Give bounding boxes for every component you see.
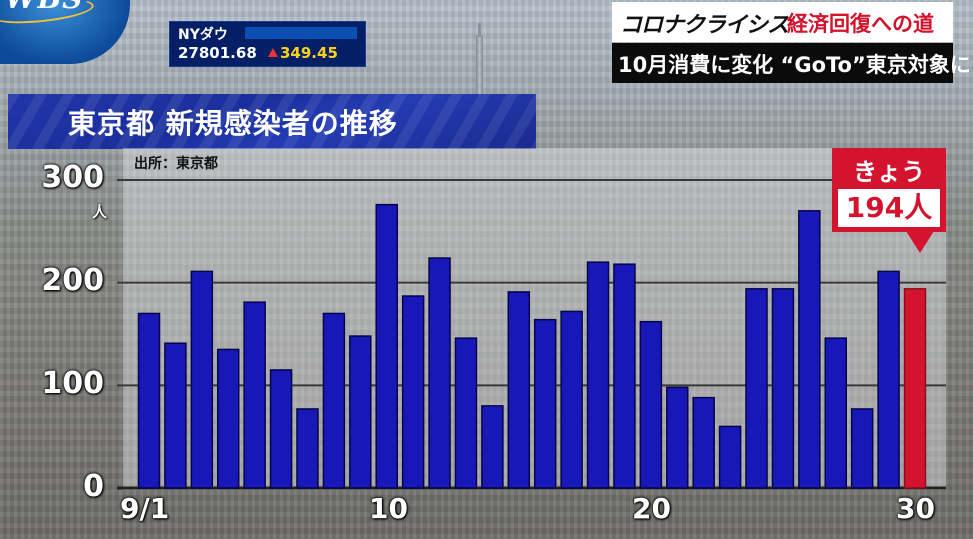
bar-day-22	[692, 396, 715, 489]
source-note: 出所：東京都	[134, 156, 218, 172]
subtitle-header: 10月消費に変化 “GoTo”東京対象に	[612, 43, 971, 83]
today-callout-pointer	[906, 231, 934, 253]
bar-day-29	[877, 270, 900, 489]
logo-text: WBS	[5, 0, 83, 15]
y-tick-label-0: 0	[83, 469, 104, 504]
bar-day-12	[428, 257, 451, 489]
bar-day-28	[850, 408, 874, 489]
chart-title-banner: 東京都 新規感染者の推移	[8, 94, 536, 149]
stock-ticker: NYダウ 27801.68 349.45	[169, 21, 366, 67]
bar-day-7	[296, 408, 319, 489]
bar-day-1	[137, 312, 161, 489]
y-axis-unit: 人	[92, 203, 108, 221]
bar-day-11	[401, 295, 425, 489]
x-tick-label-10: 10	[369, 492, 408, 525]
ticker-value: 27801.68	[178, 44, 257, 62]
series-header: コロナクライシス 経済回復への道	[612, 2, 953, 42]
y-tick-label-300: 300	[41, 160, 104, 195]
ticker-stripe	[245, 27, 357, 39]
bar-day-15	[507, 291, 531, 489]
bar-day-2	[164, 342, 187, 489]
bar-day-27	[824, 337, 848, 489]
today-callout: きょう 194人	[832, 148, 946, 232]
bar-day-5	[243, 301, 266, 489]
y-tick-label-100: 100	[41, 366, 104, 401]
bar-day-14	[481, 405, 504, 489]
chart-title: 東京都 新規感染者の推移	[68, 107, 398, 140]
bar-day-3	[190, 270, 214, 489]
bar-day-8	[322, 312, 346, 489]
subtitle-text: 10月消費に変化 “GoTo”東京対象に	[618, 53, 971, 77]
bar-day-17	[560, 310, 583, 489]
ticker-change: 349.45	[280, 44, 338, 62]
today-value-box: 194人	[838, 189, 940, 227]
bar-day-13	[454, 337, 478, 489]
bar-day-9	[349, 335, 372, 489]
bar-day-24	[745, 288, 768, 489]
today-value: 194人	[845, 191, 933, 224]
bar-day-19	[613, 263, 636, 489]
y-tick-label-200: 200	[41, 263, 104, 298]
bar-day-4	[216, 348, 240, 489]
bar-day-25	[771, 288, 795, 489]
tokyo-skytree-image	[476, 23, 483, 105]
up-arrow-icon	[268, 48, 278, 57]
bar-day-21	[666, 386, 689, 489]
bar-day-20	[639, 320, 663, 489]
topic-title: 経済回復への道	[787, 12, 934, 36]
bar-day-18	[586, 261, 610, 489]
bar-day-6	[269, 369, 293, 489]
x-tick-label-9-1: 9/1	[120, 492, 170, 525]
ticker-name: NYダウ	[178, 27, 228, 43]
bar-day-23	[718, 425, 742, 489]
today-label: きょう	[853, 158, 925, 186]
series-title: コロナクライシス	[620, 12, 789, 38]
bar-day-26	[798, 210, 821, 489]
x-tick-label-20: 20	[632, 492, 671, 525]
bar-day-10	[375, 203, 398, 489]
bar-day-30	[903, 288, 927, 489]
bar-day-16	[533, 318, 557, 489]
x-tick-label-30: 30	[896, 492, 935, 525]
